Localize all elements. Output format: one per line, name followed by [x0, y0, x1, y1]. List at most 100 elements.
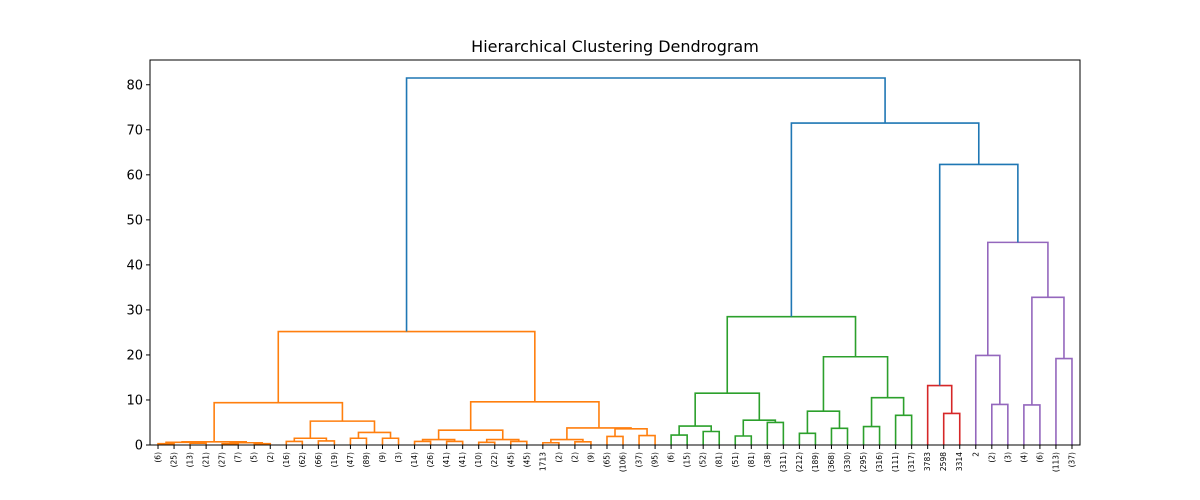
dendrogram-link: [413, 440, 432, 445]
dendrogram-link: [469, 400, 600, 431]
leaf-label: (51): [731, 452, 740, 467]
dendrogram-link: [285, 440, 304, 445]
leaf-label: (19): [330, 452, 339, 467]
leaf-label: (81): [747, 452, 756, 467]
dendrogram-link: [574, 441, 592, 445]
leaf-label: (9): [378, 452, 387, 463]
leaf-label: 2598: [939, 452, 948, 471]
y-tick-label: 30: [126, 303, 143, 318]
dendrogram-link: [938, 163, 1019, 386]
dendrogram-link: [790, 122, 980, 317]
leaf-label: (111): [891, 452, 900, 472]
y-tick-label: 0: [135, 439, 143, 454]
leaf-label: (3): [394, 452, 403, 463]
dendrogram-link: [381, 437, 400, 445]
dendrogram-link: [1023, 404, 1041, 445]
dendrogram-link: [822, 355, 889, 412]
leaf-label: (38): [763, 452, 772, 467]
leaf-label: (10): [474, 452, 483, 467]
leaf-label: (66): [314, 452, 323, 467]
leaf-label: (5): [250, 452, 259, 463]
y-tick-label: 50: [126, 213, 143, 228]
leaf-label: (25): [170, 452, 179, 467]
leaf-label: (6): [154, 452, 163, 463]
leaf-label: (26): [426, 452, 435, 467]
dendrogram-link: [357, 431, 392, 439]
leaf-label: (368): [827, 452, 836, 472]
leaf-label: 1713: [538, 452, 547, 471]
dendrogram-link: [670, 434, 688, 445]
dendrogram-links: [157, 77, 1073, 445]
leaf-label: (2): [987, 452, 996, 463]
leaf-label: (81): [715, 452, 724, 467]
leaf-label: (16): [282, 452, 291, 467]
leaf-label: (330): [843, 452, 852, 472]
leaf-label: (15): [683, 452, 692, 467]
dendrogram-link: [445, 440, 464, 445]
dendrogram-link: [405, 77, 886, 332]
dendrogram-link: [542, 441, 560, 445]
dendrogram-link: [974, 354, 1001, 445]
leaf-label: 2: [971, 452, 980, 457]
y-tick-label: 70: [126, 123, 143, 138]
leaf-label: (106): [619, 452, 628, 472]
leaf-label: (45): [522, 452, 531, 467]
dendrogram-link: [1055, 357, 1073, 445]
leaf-label: (89): [362, 452, 371, 467]
leaf-label: (13): [186, 452, 195, 467]
dendrogram-link: [991, 403, 1009, 445]
dendrogram-link: [894, 414, 913, 445]
leaf-label: (2): [554, 452, 563, 463]
leaf-label: (95): [651, 452, 660, 467]
leaf-label: (6): [1035, 452, 1044, 463]
x-axis: (6) (25) (13) (21) (27) (7) (5) (2) (16) (62) (66)…: [154, 445, 1076, 472]
leaf-label: (62): [298, 452, 307, 467]
leaf-label: (3): [1003, 452, 1012, 463]
leaf-label: (9): [586, 452, 595, 463]
dendrogram-link: [942, 412, 961, 445]
leaf-label: (41): [458, 452, 467, 467]
leaf-label: (22): [490, 452, 499, 467]
leaf-label: (45): [506, 452, 515, 467]
leaf-label: (212): [795, 452, 804, 472]
y-tick-label: 40: [126, 258, 143, 273]
leaf-label: (2): [266, 452, 275, 463]
plot-frame: [149, 59, 1081, 446]
leaf-label: (189): [811, 452, 820, 472]
leaf-label: (21): [202, 452, 211, 467]
y-axis: 0 10 20 30 40 50 60 70 80: [126, 78, 150, 454]
leaf-label: (2): [570, 452, 579, 463]
y-tick-label: 20: [126, 348, 143, 363]
dendrogram-link: [742, 419, 777, 436]
dendrogram-link: [678, 425, 713, 436]
y-tick-label: 10: [126, 393, 143, 408]
leaf-label: 3314: [955, 452, 964, 471]
dendrogram-link: [638, 434, 656, 445]
dendrogram-link: [213, 401, 344, 442]
leaf-label: (47): [346, 452, 355, 467]
leaf-label: (4): [1019, 452, 1028, 463]
dendrogram-link: [349, 437, 368, 445]
leaf-label: (65): [602, 452, 611, 467]
dendrogram-link: [229, 441, 264, 444]
dendrogram-link: [726, 315, 857, 394]
leaf-label: (14): [410, 452, 419, 467]
dendrogram-link: [566, 427, 632, 440]
leaf-label: (41): [442, 452, 451, 467]
dendrogram-link: [181, 441, 248, 443]
leaf-label: 3783: [923, 452, 932, 471]
leaf-label: (7): [234, 452, 243, 463]
chart-title: Hierarchical Clustering Dendrogram: [471, 37, 759, 56]
leaf-label: (37): [635, 452, 644, 467]
leaf-label: (317): [907, 452, 916, 472]
leaf-label: (113): [1051, 452, 1060, 472]
leaf-label: (295): [859, 452, 868, 472]
leaf-label: (316): [875, 452, 884, 472]
leaf-label: (52): [699, 452, 708, 467]
dendrogram-link: [509, 440, 528, 445]
dendrogram-link: [189, 442, 207, 445]
leaf-label: (27): [218, 452, 227, 467]
leaf-label: (6): [667, 452, 676, 463]
